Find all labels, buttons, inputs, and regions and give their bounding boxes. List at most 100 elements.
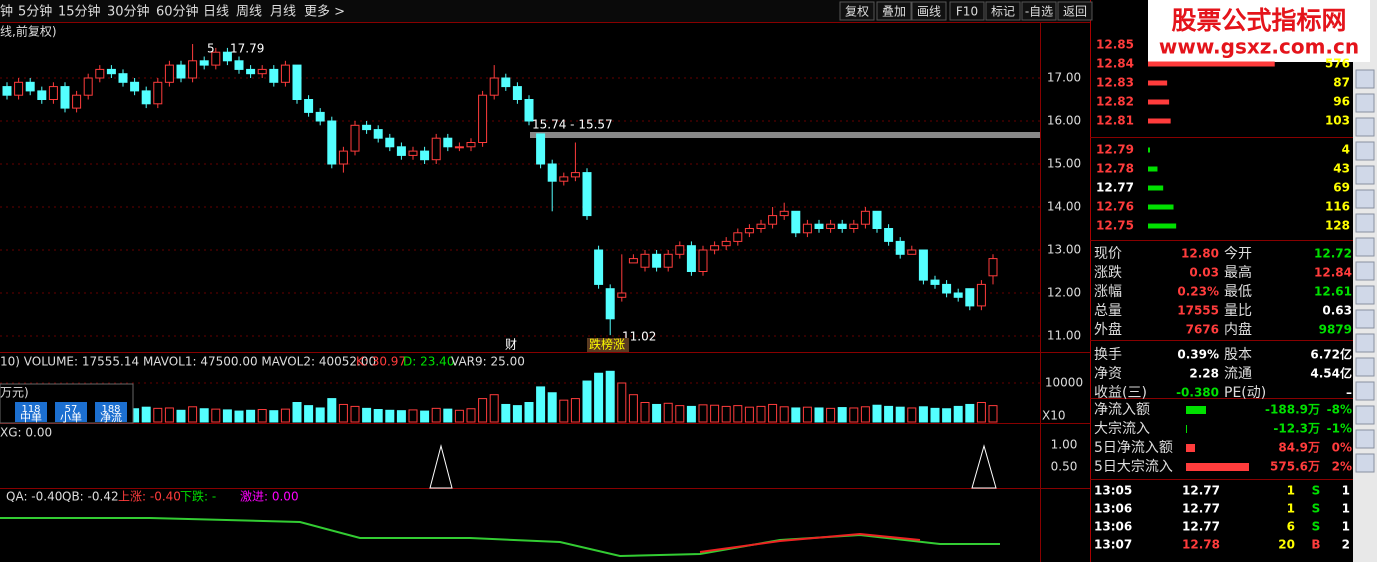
candle-body	[988, 258, 998, 277]
side-icon[interactable]	[1355, 117, 1375, 137]
volume-bar	[826, 407, 836, 423]
tab[interactable]: 5分钟	[18, 4, 52, 20]
price-tick-label: 11.00	[1047, 329, 1081, 343]
qa-label: 上涨: -0.40	[118, 489, 181, 504]
candle-body	[802, 223, 812, 234]
side-icon[interactable]	[1355, 237, 1375, 257]
quote-value: 6.72亿	[1310, 347, 1352, 362]
quote-label: 涨跌	[1094, 265, 1122, 281]
volume-bar	[640, 402, 650, 423]
volume-bar	[779, 406, 789, 423]
quote-value: –	[1346, 386, 1352, 400]
candle-body	[559, 176, 569, 182]
toolbar-button[interactable]: 叠加	[882, 5, 906, 19]
volume-bar	[768, 403, 778, 423]
tab[interactable]: 月线	[270, 5, 296, 20]
volume-bar	[431, 407, 441, 423]
volume-bar	[489, 394, 499, 423]
candle-body	[292, 64, 302, 100]
book-bar	[1148, 166, 1158, 172]
book-volume: 96	[1333, 95, 1350, 109]
side-icon[interactable]	[1355, 381, 1375, 401]
candle-body	[837, 223, 847, 229]
tab[interactable]: 钟	[0, 4, 13, 20]
toolbar-button[interactable]: 复权	[845, 5, 869, 19]
book-bar	[1148, 99, 1170, 105]
side-icon[interactable]	[1355, 189, 1375, 209]
side-icon[interactable]	[1355, 141, 1375, 161]
side-icon[interactable]	[1355, 309, 1375, 329]
candle-body	[512, 86, 522, 100]
tick-volume: 20	[1278, 538, 1295, 552]
book-volume: 4	[1342, 143, 1350, 157]
quote-value: 17555	[1177, 304, 1219, 318]
side-icon[interactable]	[1355, 453, 1375, 473]
flow-bar	[1186, 463, 1249, 471]
volume-bar	[478, 398, 488, 423]
side-icon[interactable]	[1355, 333, 1375, 353]
volume-bar	[454, 409, 464, 423]
button-frame	[985, 1, 1021, 21]
xg-tick-label: 0.50	[1051, 460, 1078, 474]
toolbar-button[interactable]: 标记	[991, 5, 1015, 19]
toolbar-button[interactable]: 画线	[917, 5, 941, 19]
side-icon[interactable]	[1355, 285, 1375, 305]
candle-body	[733, 232, 743, 242]
side-icon[interactable]	[1355, 165, 1375, 185]
side-icon[interactable]	[1355, 93, 1375, 113]
price-tick-label: 12.00	[1047, 286, 1081, 300]
candle-body	[570, 172, 580, 178]
tick-side: B	[1311, 538, 1320, 552]
candle-body	[744, 228, 754, 234]
side-icon[interactable]	[1355, 429, 1375, 449]
side-icon[interactable]	[1355, 357, 1375, 377]
volume-bar	[327, 398, 337, 423]
flow-box-value: 188	[101, 404, 120, 415]
volume-bar	[396, 410, 406, 423]
side-icon[interactable]	[1355, 405, 1375, 425]
annotation: 15.74 - 15.57	[532, 118, 613, 132]
volume-unit: 万元)	[0, 386, 29, 400]
toolbar-button[interactable]: -自选	[1025, 5, 1053, 19]
candle-body	[431, 137, 441, 161]
side-icon[interactable]	[1355, 69, 1375, 89]
flow-label: 净流入额	[1094, 402, 1150, 418]
book-price: 12.85	[1096, 38, 1134, 52]
volume-bar	[304, 405, 314, 423]
candle-body	[721, 240, 731, 247]
tab[interactable]: 日线	[203, 5, 229, 20]
price-tick-label: 14.00	[1047, 200, 1081, 214]
flow-bar	[1186, 444, 1195, 452]
tick-price: 12.77	[1182, 484, 1220, 498]
tick-count: 1	[1342, 484, 1350, 498]
volume-bar	[570, 398, 580, 423]
volume-bar	[976, 402, 986, 423]
candle-body	[826, 223, 836, 229]
quote-value: 4.54亿	[1310, 366, 1352, 381]
flow-value: 575.6万	[1270, 460, 1320, 474]
candle-body	[698, 249, 708, 272]
candle-body	[280, 64, 290, 83]
book-bar	[1148, 61, 1275, 67]
candle-body	[141, 90, 151, 105]
tab[interactable]: 30分钟	[107, 4, 150, 20]
button-frame	[839, 1, 875, 21]
tab[interactable]: 15分钟	[58, 4, 101, 20]
volume-bar	[675, 405, 685, 423]
tab[interactable]: 更多 >	[304, 4, 345, 20]
volume-mult: X10	[1042, 409, 1066, 423]
candle-body	[860, 210, 870, 225]
side-icon[interactable]	[1355, 261, 1375, 281]
tab[interactable]: 周线	[236, 5, 262, 20]
side-icon[interactable]	[1355, 213, 1375, 233]
candle-body	[199, 60, 209, 66]
toolbar-button[interactable]: 返回	[1063, 5, 1087, 19]
candle-body	[953, 292, 963, 298]
flow-pct: 0%	[1332, 441, 1352, 455]
tab[interactable]: 60分钟	[156, 4, 199, 20]
toolbar-button[interactable]: F10	[956, 5, 978, 19]
candle-body	[304, 99, 314, 113]
tick-count: 1	[1342, 502, 1350, 516]
candle-body	[675, 245, 685, 255]
